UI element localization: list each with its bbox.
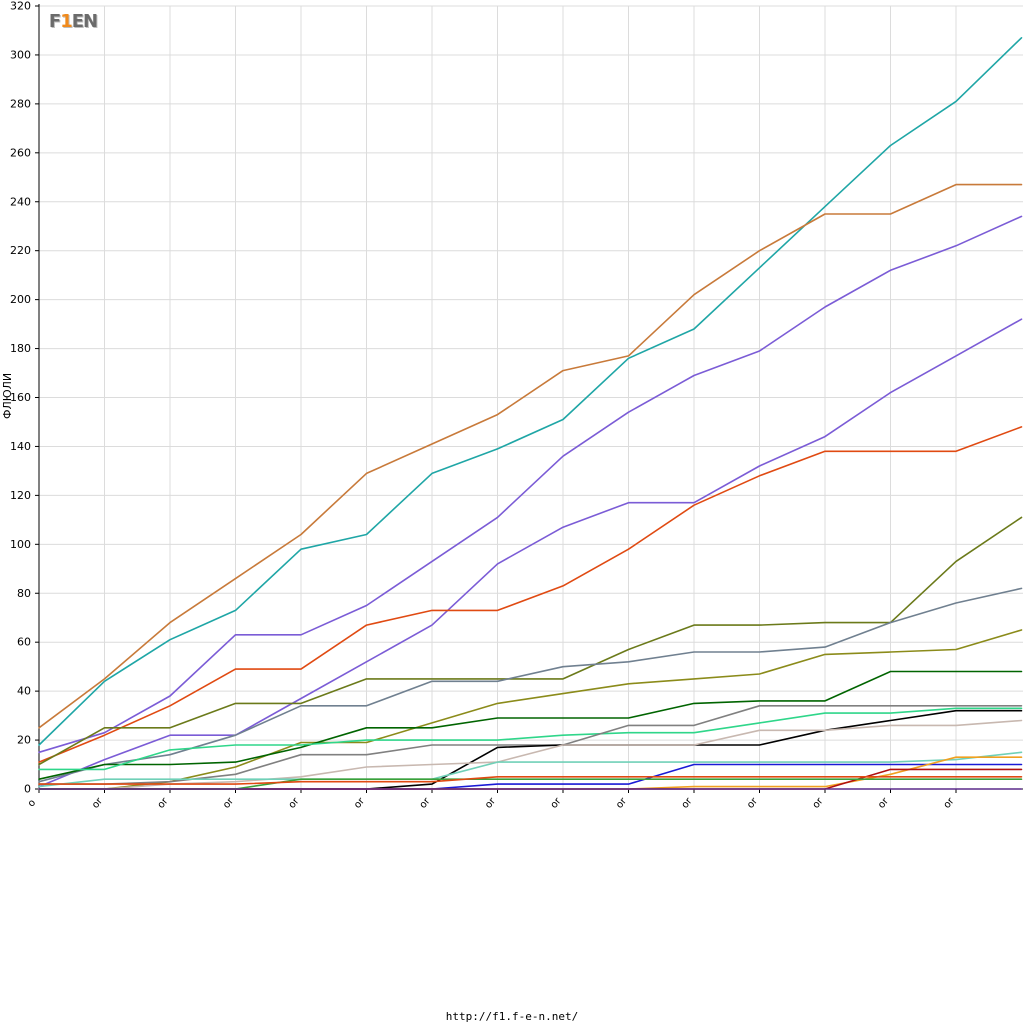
x-tick-label: or [549, 795, 565, 811]
y-tick-label: 40 [17, 685, 31, 698]
logo-prefix: F [48, 10, 61, 32]
y-tick-label: 20 [17, 734, 31, 747]
series-line-7 [38, 587, 1023, 783]
x-tick-label: or [418, 795, 434, 811]
series-layer [38, 36, 1023, 790]
x-tick-label: or [614, 795, 630, 811]
series-line-13 [38, 719, 1023, 790]
y-tick-label: 200 [10, 293, 31, 306]
y-tick-label: 120 [10, 489, 31, 502]
x-tick-label: or [352, 795, 368, 811]
f1en-logo: F 1 EN [47, 7, 99, 35]
y-axis-label: ФЛЮЛИ [1, 372, 14, 419]
series-line-14 [38, 751, 1023, 788]
series-line-3 [38, 215, 1023, 754]
x-tick-label: or [90, 795, 106, 811]
y-tick-label: 0 [24, 783, 31, 796]
grid-layer [38, 5, 1023, 790]
series-line-5 [38, 426, 1023, 763]
x-tick-label: or [876, 795, 892, 811]
series-line-10 [38, 707, 1023, 771]
y-tick-label: 280 [10, 97, 31, 110]
y-tick-label: 320 [10, 0, 31, 13]
logo-suffix: EN [71, 10, 98, 32]
x-tick-label: or [680, 795, 696, 811]
y-tick-label: 140 [10, 440, 31, 453]
y-tick-label: 300 [10, 48, 31, 61]
logo-accent: 1 [60, 10, 72, 32]
series-line-19 [38, 775, 1023, 785]
x-tick-label: or [811, 795, 827, 811]
x-tick-label: or [156, 795, 172, 811]
x-tick-label: o [26, 798, 38, 810]
y-tick-label: 100 [10, 538, 31, 551]
series-line-4 [38, 318, 1023, 788]
x-tick-label: or [221, 795, 237, 811]
series-line-2 [38, 183, 1023, 729]
y-tick-label: 60 [17, 636, 31, 649]
series-line-1 [38, 36, 1023, 746]
y-tick-label: 180 [10, 342, 31, 355]
x-tick-label: or [287, 795, 303, 811]
y-tick-label: 220 [10, 244, 31, 257]
series-line-6 [38, 516, 1023, 766]
series-line-11 [38, 704, 1023, 785]
y-tick-label: 80 [17, 587, 31, 600]
y-tick-label: 240 [10, 195, 31, 208]
x-tick-label: or [942, 795, 958, 811]
series-line-9 [38, 670, 1023, 781]
y-tick-label: 260 [10, 146, 31, 159]
footer-url: http://f1.f-e-n.net/ [445, 1010, 579, 1023]
x-tick-label: or [483, 795, 499, 811]
x-tick-label: or [745, 795, 761, 811]
y-tick-label: 160 [10, 391, 31, 404]
series-line-8 [38, 629, 1023, 790]
